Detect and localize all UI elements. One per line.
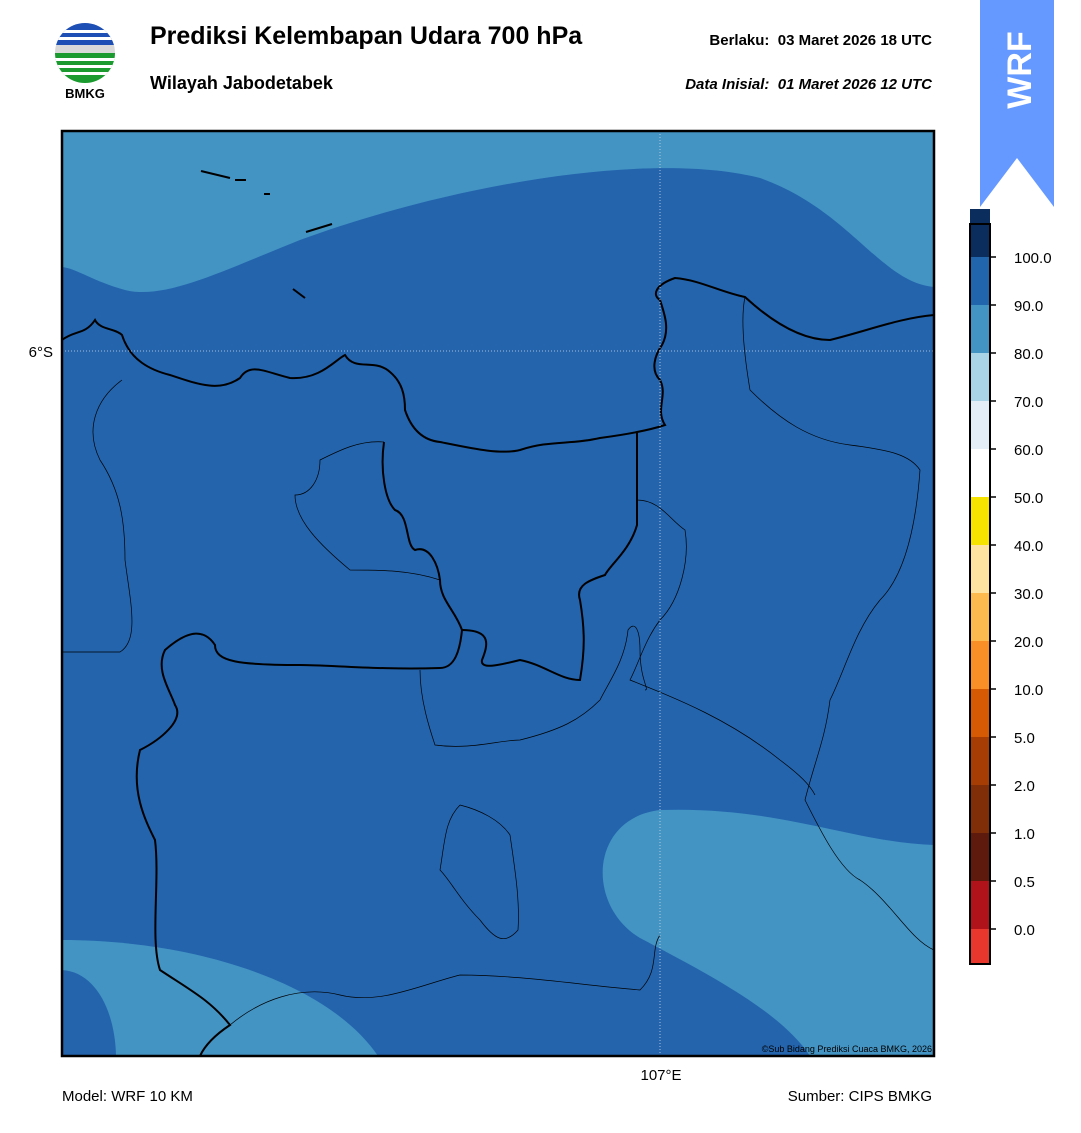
subtitle: Wilayah Jabodetabek [150,73,334,93]
colorbar-segment [970,449,990,497]
colorbar-label: 50.0 [1014,490,1043,507]
humidity-field [62,970,116,1056]
colorbar-segment [970,689,990,737]
colorbar-label: 2.0 [1014,778,1035,795]
colorbar-segment [970,593,990,641]
colorbar-label: 30.0 [1014,586,1043,603]
map-frame [60,129,936,1058]
lat-label: 6°S [29,344,53,361]
lon-label: 107°E [640,1067,681,1084]
colorbar-label: 70.0 [1014,394,1043,411]
valid-time: Berlaku: 03 Maret 2026 18 UTC [709,32,932,49]
colorbar-label: 60.0 [1014,442,1043,459]
bmkg-logo: BMKG [55,23,115,101]
colorbar-segment [970,833,990,881]
colorbar-label: 80.0 [1014,346,1043,363]
wrf-badge [980,0,1054,207]
colorbar-label: 5.0 [1014,730,1035,747]
logo-text: BMKG [65,86,105,101]
humidity-field [62,940,378,1056]
colorbar-segment [970,881,990,929]
colorbar-segment [970,641,990,689]
model-label: Model: WRF 10 KM [62,1088,193,1105]
colorbar-label: 100.0 [1014,250,1052,267]
coastline [62,170,934,1056]
colorbar-label: 1.0 [1014,826,1035,843]
map-area: ©Sub Bidang Prediksi Cuaca BMKG, 2026 [62,131,934,1056]
colorbar-segment [970,497,990,545]
colorbar-label: 90.0 [1014,298,1043,315]
title: Prediksi Kelembapan Udara 700 hPa [150,22,583,50]
colorbar-label: 10.0 [1014,682,1043,699]
admin-boundary [62,296,934,1026]
colorbar-segment [970,929,990,964]
colorbar-segment [970,305,990,353]
colorbar-segment [970,401,990,449]
colorbar-frame [969,223,991,965]
credit: ©Sub Bidang Prediksi Cuaca BMKG, 2026 [762,1044,932,1054]
humidity-field [62,131,934,293]
colorbar-segment [970,785,990,833]
colorbar-label: 0.5 [1014,874,1035,891]
colorbar-segment [970,353,990,401]
wrf-badge-text: WRF [1001,31,1039,108]
colorbar-segment [970,209,990,257]
colorbar-label: 40.0 [1014,538,1043,555]
colorbar-label: 20.0 [1014,634,1043,651]
colorbar-segment [970,545,990,593]
init-time: Data Inisial: 01 Maret 2026 12 UTC [685,76,933,93]
humidity-field [602,809,934,1056]
colorbar-segment [970,737,990,785]
source-label: Sumber: CIPS BMKG [788,1088,932,1105]
colorbar-segment [970,257,990,305]
colorbar-label: 0.0 [1014,922,1035,939]
colorbar: 0.0 0.5 1.0 2.0 5.0 10.0 20.0 30.0 40.0 50.0 60.0 7… [969,209,1052,965]
